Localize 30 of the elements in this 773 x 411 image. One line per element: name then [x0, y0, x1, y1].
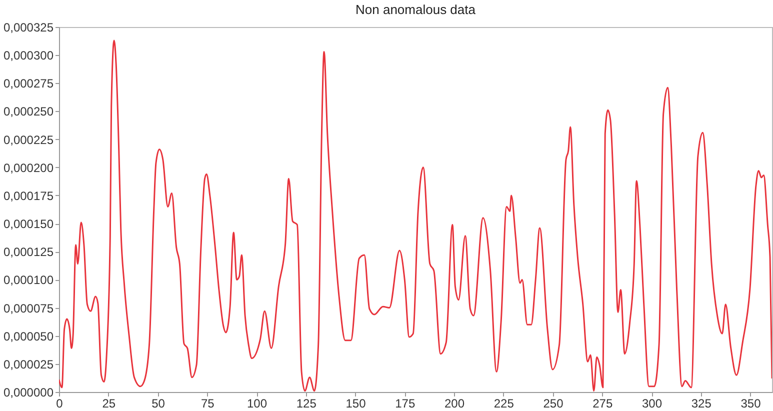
- x-tick-label: 200: [444, 396, 465, 410]
- x-tick-label: 175: [395, 396, 416, 410]
- y-tick-label: 0,000250: [3, 104, 54, 119]
- x-tick-label: 325: [691, 396, 712, 410]
- y-tick-label: 0,000125: [3, 245, 54, 260]
- y-tick-label: 0,000175: [3, 188, 54, 203]
- x-tick-label: 125: [296, 396, 317, 410]
- x-tick-label: 50: [152, 396, 166, 410]
- y-tick-label: 0,000000: [3, 386, 54, 400]
- y-tick-label: 0,000275: [3, 76, 54, 91]
- y-tick-label: 0,000325: [3, 20, 54, 34]
- y-tick-label: 0,000050: [3, 329, 54, 344]
- chart-title: Non anomalous data: [356, 2, 476, 17]
- x-tick-label: 300: [642, 396, 662, 410]
- y-tick-label: 0,000100: [3, 273, 54, 288]
- x-tick-label: 350: [740, 396, 762, 410]
- y-tick-label: 0,000025: [3, 357, 54, 372]
- y-tick-label: 0,000200: [3, 160, 54, 175]
- x-tick-label: 0: [56, 396, 64, 410]
- y-tick-label: 0,000150: [3, 217, 54, 232]
- x-tick-label: 150: [346, 396, 366, 410]
- x-tick-label: 225: [494, 396, 514, 410]
- x-tick-label: 250: [543, 396, 564, 410]
- x-tick-label: 75: [200, 396, 215, 410]
- y-tick-label: 0,000225: [3, 132, 54, 147]
- x-tick-label: 100: [246, 396, 268, 410]
- y-tick-label: 0,000300: [3, 48, 54, 63]
- x-tick-label: 25: [102, 396, 116, 410]
- x-tick-label: 275: [592, 396, 613, 410]
- y-tick-label: 0,000075: [3, 301, 54, 316]
